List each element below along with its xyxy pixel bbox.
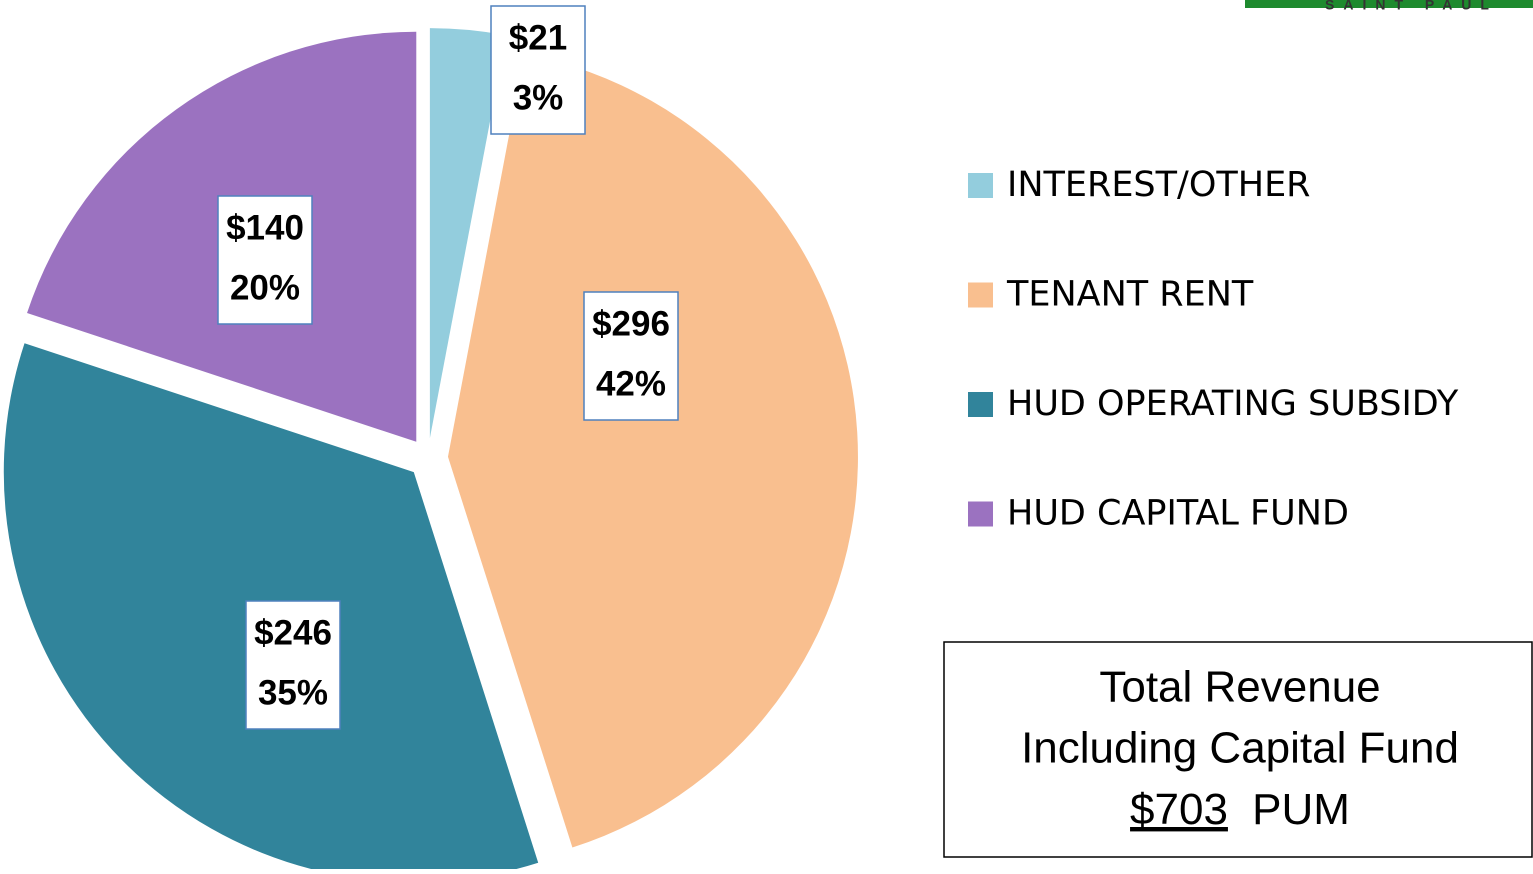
data-label: $296 <box>592 304 670 343</box>
logo-text: SAINT PAUL <box>1325 0 1498 13</box>
total-amount: $703 <box>1130 785 1228 834</box>
legend-label: TENANT RENT <box>1006 275 1254 315</box>
data-label: $246 <box>254 613 332 652</box>
total-amount-line: $703 PUM <box>1130 785 1350 834</box>
total-line: Including Capital Fund <box>1021 724 1459 773</box>
legend-swatch <box>968 282 993 308</box>
pie-slice <box>447 53 858 848</box>
data-label-percent: 35% <box>258 673 328 712</box>
data-label-box <box>217 195 313 325</box>
legend-swatch <box>968 173 993 198</box>
data-label-box <box>245 600 341 730</box>
total-unit: PUM <box>1252 785 1350 834</box>
pie <box>3 28 858 874</box>
legend-label: HUD CAPITAL FUND <box>1007 494 1349 534</box>
legend-label: INTEREST/OTHER <box>1007 165 1311 205</box>
pie-slice <box>429 28 507 439</box>
logo-bar <box>1245 0 1533 8</box>
data-label: $21 <box>509 18 567 57</box>
total-box <box>943 641 1533 858</box>
legend-swatch <box>968 501 993 527</box>
legend-label: HUD OPERATING SUBSIDY <box>1007 384 1459 424</box>
data-label-box <box>583 291 679 421</box>
legend: INTEREST/OTHER TENANT RENT HUD OPERATING S… <box>968 165 1459 534</box>
data-labels: $21 3% $296 42% $246 35% $140 20% <box>217 5 679 730</box>
data-label: $140 <box>226 208 304 247</box>
data-label-percent: 3% <box>513 78 564 117</box>
data-label-box <box>490 5 586 135</box>
total-line: Total Revenue <box>1099 663 1380 712</box>
legend-swatch <box>968 392 993 417</box>
data-label-percent: 42% <box>596 364 666 403</box>
data-label-percent: 20% <box>230 268 300 307</box>
